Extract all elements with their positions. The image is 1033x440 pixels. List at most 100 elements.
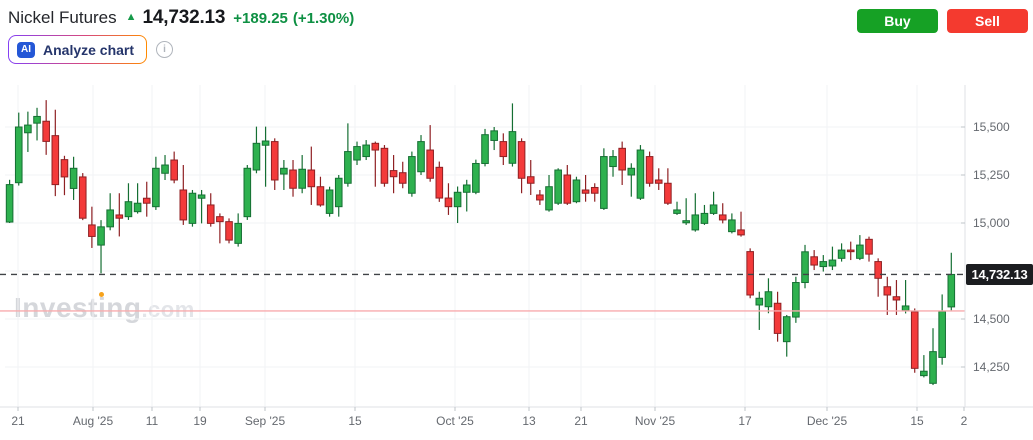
investing-watermark: Investing.com bbox=[14, 292, 195, 323]
candle-body bbox=[197, 194, 206, 199]
candle-body bbox=[14, 126, 23, 184]
candle-body bbox=[380, 147, 389, 184]
candle-body bbox=[792, 282, 800, 318]
y-axis-label: 15,250 bbox=[973, 168, 1010, 182]
candle-body bbox=[718, 214, 727, 221]
candle-body bbox=[517, 141, 526, 179]
y-axis-label: 14,250 bbox=[973, 360, 1010, 374]
x-axis-label: 13 bbox=[522, 414, 536, 428]
candle-body bbox=[51, 135, 60, 186]
x-axis-label: 15 bbox=[348, 414, 362, 428]
candle-body bbox=[179, 189, 188, 221]
x-axis-label: 21 bbox=[574, 414, 588, 428]
candle-body bbox=[627, 167, 636, 176]
candle-body bbox=[572, 179, 581, 203]
analyze-chart-button[interactable]: AI Analyze chart bbox=[8, 35, 147, 64]
candle-body bbox=[261, 140, 270, 146]
buy-button[interactable]: Buy bbox=[857, 9, 938, 33]
candle-body bbox=[170, 159, 178, 181]
candle-body bbox=[234, 222, 242, 244]
candle-body bbox=[472, 162, 480, 193]
candle-body bbox=[490, 130, 498, 141]
candle-body bbox=[874, 261, 882, 279]
price-change-percent: (+1.30%) bbox=[292, 9, 355, 27]
candle-body bbox=[819, 261, 828, 268]
candle-body bbox=[252, 142, 261, 171]
candle-body bbox=[636, 149, 645, 199]
candle-body bbox=[856, 244, 864, 259]
candle-body bbox=[499, 141, 508, 158]
candle-body bbox=[78, 176, 87, 219]
candle-body bbox=[280, 167, 288, 175]
sell-button[interactable]: Sell bbox=[947, 9, 1028, 33]
x-axis-label: Aug '25 bbox=[73, 414, 114, 428]
instrument-header: Nickel Futures ▲ 14,732.13 +189.25 (+1.3… bbox=[8, 7, 354, 29]
candle-body bbox=[243, 167, 252, 218]
analyze-chart-label: Analyze chart bbox=[43, 41, 135, 58]
candle-body bbox=[270, 141, 279, 181]
candle-body bbox=[426, 149, 434, 179]
candle-body bbox=[316, 186, 325, 206]
candle-body bbox=[216, 216, 224, 223]
x-axis-label: Nov '25 bbox=[635, 414, 676, 428]
candle-body bbox=[298, 168, 306, 189]
trade-actions: Buy Sell bbox=[857, 9, 1028, 33]
candle-body bbox=[600, 156, 608, 209]
candle-body bbox=[691, 214, 700, 231]
candle-body bbox=[362, 144, 370, 158]
candle-body bbox=[325, 189, 334, 214]
y-axis-label: 14,500 bbox=[973, 312, 1010, 326]
candle-body bbox=[810, 256, 818, 266]
candle-body bbox=[764, 291, 773, 308]
candle-body bbox=[408, 156, 416, 194]
candle-body bbox=[837, 249, 846, 259]
candle-body bbox=[654, 179, 663, 184]
candle-body bbox=[42, 120, 50, 142]
x-axis-label: 17 bbox=[738, 414, 752, 428]
candle-body bbox=[929, 351, 937, 384]
chart-toolbar: AI Analyze chart i bbox=[8, 35, 174, 64]
candle-body bbox=[618, 147, 626, 171]
price-change: +189.25 bbox=[233, 9, 288, 27]
candle-body bbox=[33, 115, 41, 124]
x-axis-label: Dec '25 bbox=[807, 414, 848, 428]
candle-body bbox=[398, 172, 407, 184]
candle-body bbox=[508, 131, 517, 164]
instrument-title: Nickel Futures bbox=[8, 8, 117, 27]
price-up-arrow-icon: ▲ bbox=[125, 11, 137, 23]
candle-body bbox=[883, 286, 892, 296]
candle-body bbox=[782, 316, 791, 343]
candle-body bbox=[24, 124, 32, 134]
candle-body bbox=[938, 310, 946, 358]
candle-body bbox=[60, 159, 69, 178]
candle-body bbox=[645, 156, 654, 184]
candle-body bbox=[828, 259, 837, 267]
candle-body bbox=[536, 194, 544, 201]
info-icon[interactable]: i bbox=[156, 41, 174, 58]
candle-body bbox=[344, 151, 352, 184]
candle-body bbox=[554, 169, 562, 204]
candle-body bbox=[225, 221, 233, 241]
candle-body bbox=[334, 177, 343, 208]
candle-body bbox=[161, 164, 169, 174]
candle-body bbox=[865, 238, 873, 255]
candle-body bbox=[462, 184, 471, 193]
x-axis-label: Oct '25 bbox=[436, 414, 474, 428]
candle-body bbox=[901, 305, 910, 312]
candle-body bbox=[435, 166, 444, 199]
y-axis-label: 15,000 bbox=[973, 216, 1010, 230]
ai-badge-icon: AI bbox=[17, 41, 35, 58]
candle-body bbox=[728, 219, 736, 233]
y-axis-label: 15,500 bbox=[973, 120, 1010, 134]
candle-body bbox=[609, 156, 617, 168]
candle-body bbox=[206, 204, 215, 224]
last-price-axis-badge: 14,732.13 bbox=[966, 264, 1033, 285]
candle-body bbox=[5, 184, 14, 223]
candle-body bbox=[910, 311, 919, 369]
candle-body bbox=[947, 273, 956, 308]
candle-body bbox=[152, 167, 160, 208]
candle-body bbox=[353, 146, 361, 161]
candle-body bbox=[581, 189, 590, 194]
